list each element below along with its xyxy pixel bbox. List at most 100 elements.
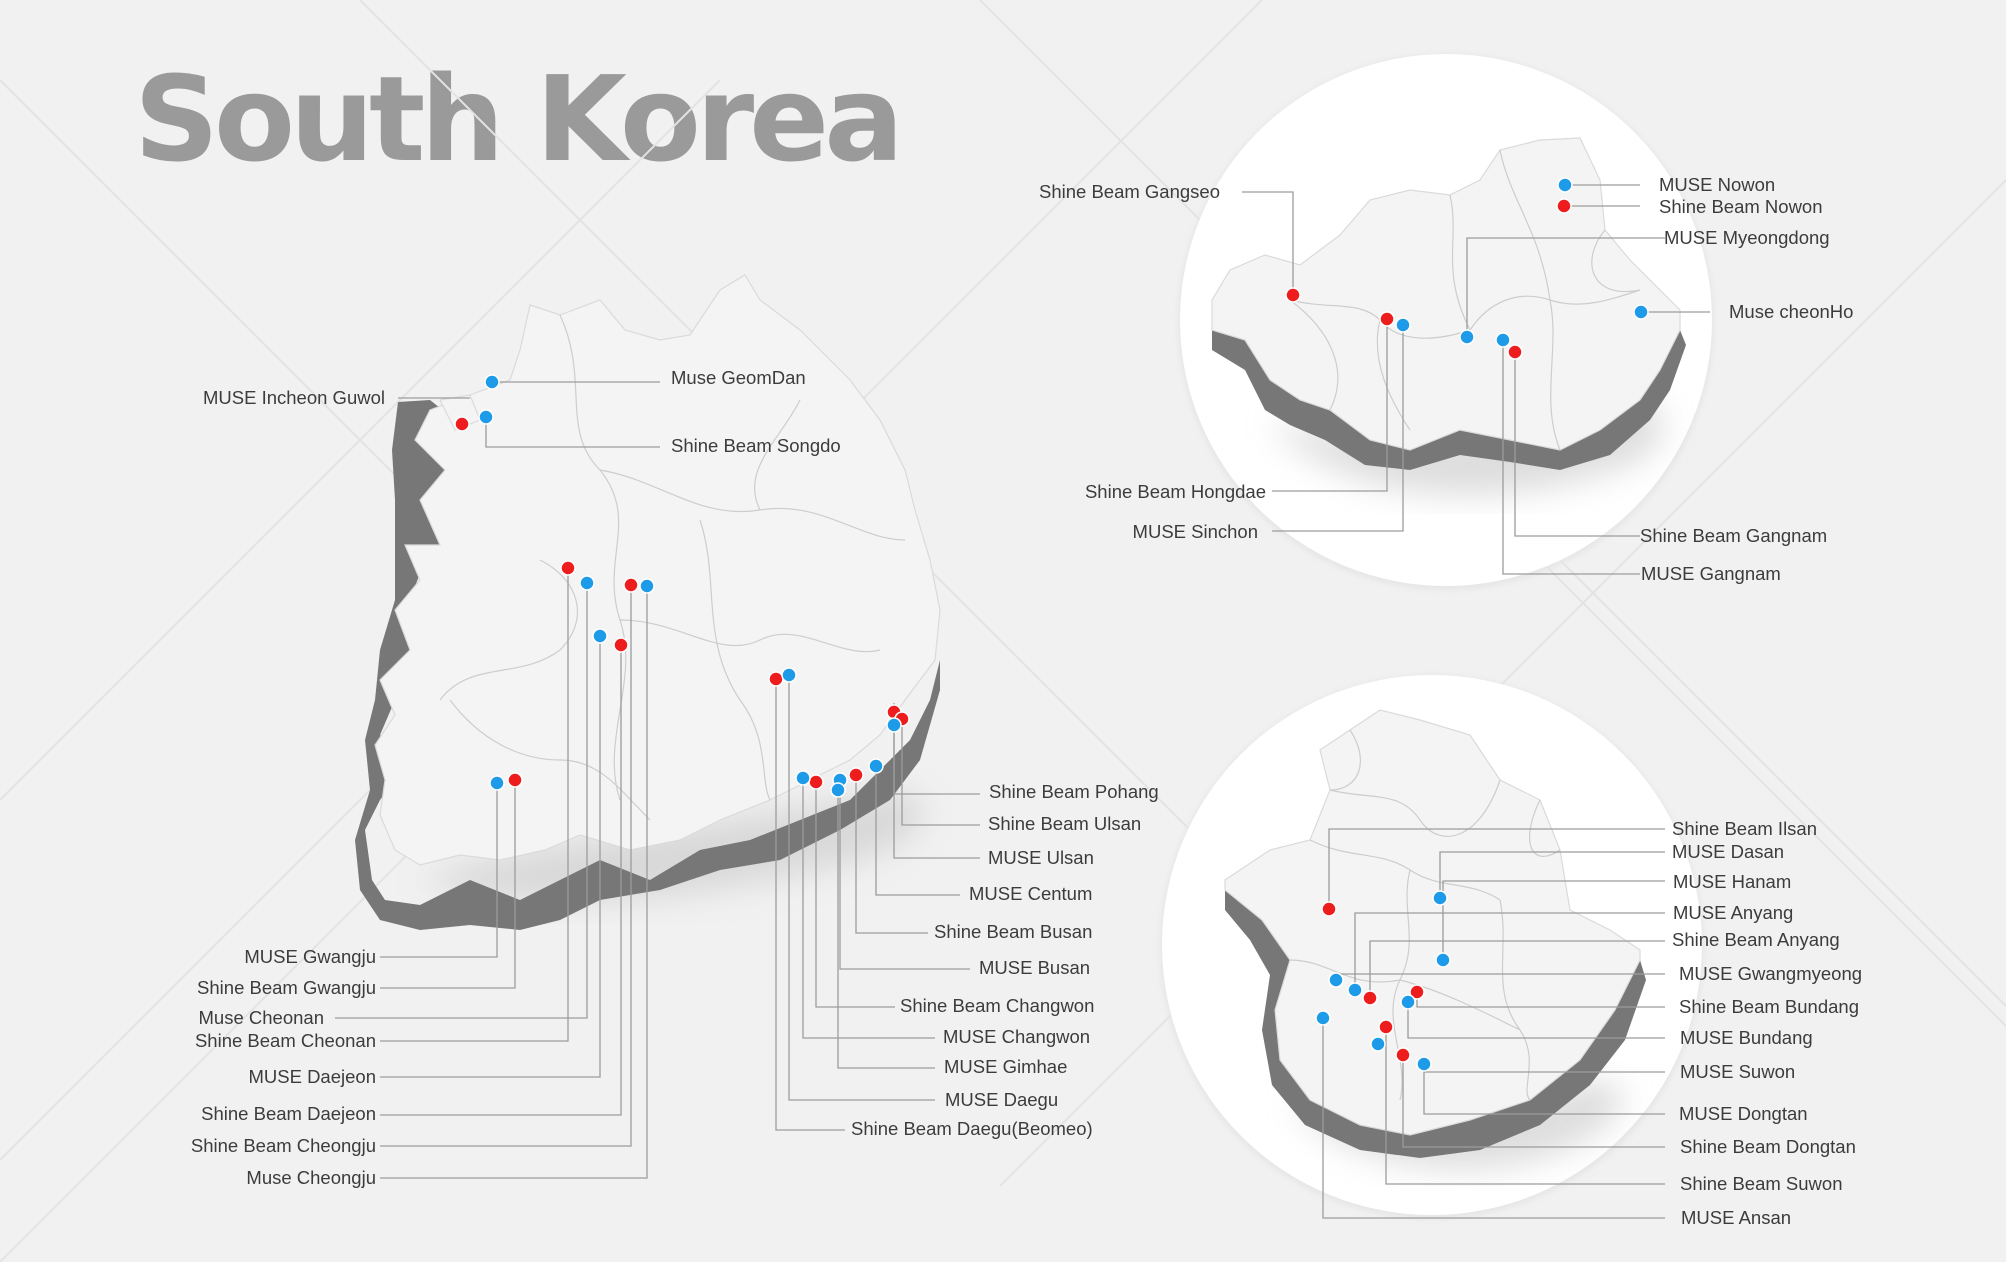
label-muse-ulsan: MUSE Ulsan: [988, 847, 1094, 868]
label-muse-dongtan: MUSE Dongtan: [1679, 1103, 1808, 1124]
marker-shine-beam-gwangju[interactable]: [507, 772, 523, 788]
marker-shine-beam-gangseo[interactable]: [1285, 287, 1301, 303]
leader-muse-anyang: [1354, 912, 1665, 990]
marker-muse-cheongju[interactable]: [639, 578, 655, 594]
marker-shine-beam-hongdae[interactable]: [1379, 311, 1395, 327]
label-shine-beam-dongtan: Shine Beam Dongtan: [1680, 1136, 1856, 1157]
label-shine-beam-busan: Shine Beam Busan: [934, 921, 1092, 942]
province-borders: [439, 314, 906, 821]
label-muse-gwangmyeong: MUSE Gwangmyeong: [1679, 963, 1862, 984]
marker-muse-incheon-guwol[interactable]: [454, 416, 470, 432]
label-shine-beam-songdo: Shine Beam Songdo: [671, 435, 841, 456]
label-muse-gimhae: MUSE Gimhae: [944, 1056, 1067, 1077]
marker-muse-geomdan[interactable]: [484, 374, 500, 390]
leader-muse-dasan: [1439, 851, 1665, 898]
label-shine-beam-ilsan: Shine Beam Ilsan: [1672, 818, 1817, 839]
leader-muse-centum: [875, 766, 960, 896]
marker-shine-beam-changwon[interactable]: [808, 774, 824, 790]
leader-shine-beam-changwon: [815, 782, 895, 1008]
marker-muse-sinchon[interactable]: [1395, 317, 1411, 333]
label-shine-beam-cheonan: Shine Beam Cheonan: [195, 1030, 376, 1051]
leader-muse-sinchon: [1272, 325, 1404, 532]
leader-shine-beam-anyang: [1369, 940, 1665, 1000]
leader-muse-ulsan: [893, 725, 980, 859]
location-labels: Muse GeomDan MUSE Incheon Guwol Shine Be…: [191, 174, 1862, 1228]
label-muse-incheon-guwol: MUSE Incheon Guwol: [203, 387, 385, 408]
leader-muse-myeongdong: [1466, 237, 1665, 337]
marker-shine-beam-ilsan[interactable]: [1321, 901, 1337, 917]
marker-muse-suwon-west[interactable]: [1370, 1036, 1386, 1052]
marker-muse-changwon[interactable]: [795, 770, 811, 786]
leader-muse-bundang: [1407, 1002, 1665, 1039]
label-shine-beam-bundang: Shine Beam Bundang: [1679, 996, 1859, 1017]
marker-shine-beam-anyang[interactable]: [1362, 990, 1378, 1006]
label-muse-cheongju: Muse Cheongju: [246, 1167, 376, 1188]
label-muse-gangnam: MUSE Gangnam: [1641, 563, 1781, 584]
marker-shine-beam-daejeon[interactable]: [613, 637, 629, 653]
label-muse-suwon: MUSE Suwon: [1680, 1061, 1795, 1082]
leader-shine-beam-cheongju: [380, 585, 632, 1147]
marker-shine-beam-suwon[interactable]: [1378, 1019, 1394, 1035]
label-muse-centum: MUSE Centum: [969, 883, 1092, 904]
label-shine-beam-daegu-beomeo: Shine Beam Daegu(Beomeo): [851, 1118, 1093, 1139]
label-muse-changwon: MUSE Changwon: [943, 1026, 1090, 1047]
marker-shine-beam-nowon[interactable]: [1556, 198, 1572, 214]
leader-shine-beam-busan: [855, 775, 928, 934]
leader-muse-gangnam: [1502, 340, 1640, 575]
marker-muse-dongtan[interactable]: [1416, 1056, 1432, 1072]
label-muse-gwangju: MUSE Gwangju: [244, 946, 376, 967]
marker-muse-anyang[interactable]: [1347, 982, 1363, 998]
marker-shine-beam-songdo-area[interactable]: [478, 409, 494, 425]
marker-shine-beam-gangnam[interactable]: [1507, 344, 1523, 360]
label-shine-beam-gwangju: Shine Beam Gwangju: [197, 977, 376, 998]
label-muse-myeongdong: MUSE Myeongdong: [1664, 227, 1830, 248]
leader-muse-dongtan: [1423, 1064, 1665, 1115]
label-muse-geomdan: Muse GeomDan: [671, 367, 806, 388]
leader-muse-cheongju: [380, 586, 648, 1179]
label-muse-cheonan: Muse Cheonan: [199, 1007, 324, 1028]
marker-muse-daejeon[interactable]: [592, 628, 608, 644]
marker-muse-myeongdong[interactable]: [1459, 329, 1475, 345]
marker-shine-beam-busan[interactable]: [848, 767, 864, 783]
marker-shine-beam-daegu-beomeo[interactable]: [768, 671, 784, 687]
marker-shine-beam-cheongju[interactable]: [623, 577, 639, 593]
label-shine-beam-suwon: Shine Beam Suwon: [1680, 1173, 1843, 1194]
label-shine-beam-ulsan: Shine Beam Ulsan: [988, 813, 1141, 834]
marker-shine-beam-cheonan[interactable]: [560, 560, 576, 576]
seoul-extrusion: [1212, 330, 1686, 470]
label-shine-beam-anyang: Shine Beam Anyang: [1672, 929, 1840, 950]
marker-muse-ulsan[interactable]: [886, 717, 902, 733]
marker-muse-centum[interactable]: [868, 758, 884, 774]
leader-muse-hanam: [1442, 880, 1665, 960]
marker-muse-hanam[interactable]: [1435, 952, 1451, 968]
marker-muse-nowon[interactable]: [1557, 177, 1573, 193]
label-shine-beam-gangnam: Shine Beam Gangnam: [1640, 525, 1827, 546]
marker-muse-gwangmyeong[interactable]: [1328, 972, 1344, 988]
marker-muse-bundang[interactable]: [1400, 994, 1416, 1010]
marker-muse-gwangju[interactable]: [489, 775, 505, 791]
marker-muse-ansan[interactable]: [1315, 1010, 1331, 1026]
marker-muse-daegu[interactable]: [781, 667, 797, 683]
leader-shine-beam-ilsan: [1328, 828, 1665, 909]
label-muse-anyang: MUSE Anyang: [1673, 902, 1793, 923]
label-muse-nowon: MUSE Nowon: [1659, 174, 1775, 195]
marker-shine-beam-bundang[interactable]: [1409, 984, 1425, 1000]
label-muse-ansan: MUSE Ansan: [1681, 1207, 1791, 1228]
marker-muse-cheonho[interactable]: [1633, 304, 1649, 320]
label-muse-sinchon: MUSE Sinchon: [1133, 521, 1258, 542]
marker-muse-gimhae[interactable]: [830, 782, 846, 798]
label-muse-daegu: MUSE Daegu: [945, 1089, 1058, 1110]
leader-muse-daejeon: [380, 636, 601, 1078]
leader-muse-daegu: [788, 675, 935, 1101]
marker-shine-beam-dongtan[interactable]: [1395, 1047, 1411, 1063]
leader-shine-beam-ulsan: [901, 720, 980, 826]
leader-shine-beam-suwon: [1385, 1027, 1665, 1185]
marker-muse-dasan[interactable]: [1432, 890, 1448, 906]
leader-muse-gimhae: [837, 790, 935, 1069]
marker-muse-gangnam[interactable]: [1495, 332, 1511, 348]
label-shine-beam-daejeon: Shine Beam Daejeon: [201, 1103, 376, 1124]
marker-muse-cheonan[interactable]: [579, 575, 595, 591]
leader-muse-cheonan: [335, 586, 588, 1019]
